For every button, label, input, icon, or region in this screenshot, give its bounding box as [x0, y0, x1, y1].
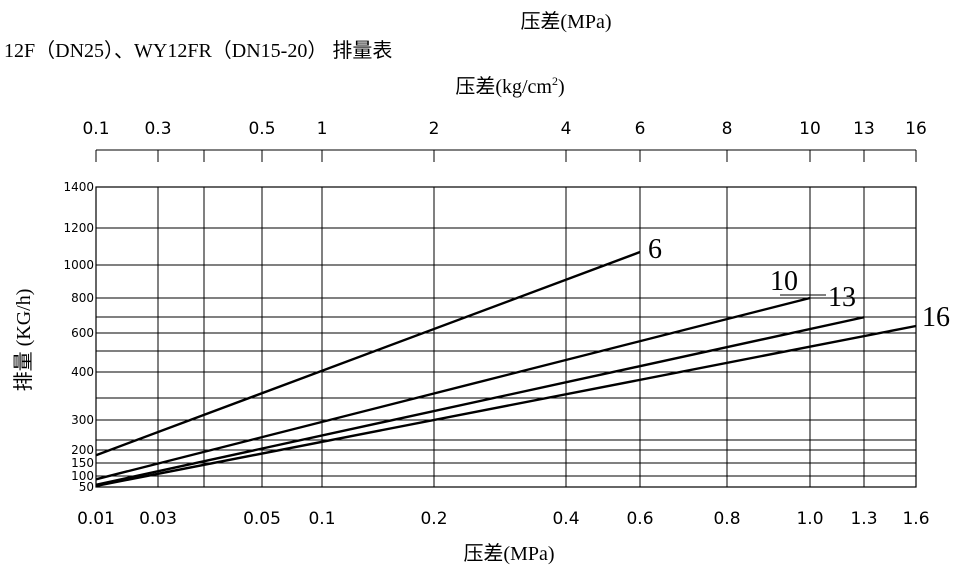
- series-label-6: 6: [648, 234, 662, 265]
- top-tick-label: 1: [317, 119, 328, 139]
- top-axis-label: 压差(kg/cm2): [455, 74, 564, 98]
- y-tick-label: 1400: [63, 180, 94, 194]
- x-tick-label: 0.4: [552, 509, 579, 529]
- x-tick-label: 0.1: [308, 509, 335, 529]
- top-tick-label: 8: [722, 119, 733, 139]
- x-axis-label: 压差(MPa): [463, 542, 554, 565]
- top-axis: [95, 149, 917, 162]
- x-tick-label: 0.2: [420, 509, 447, 529]
- x-tick-label: 1.0: [796, 509, 823, 529]
- x-tick-label: 1.6: [902, 509, 929, 529]
- y-axis-label: 排量 (KG/h): [12, 289, 35, 392]
- series-labels: 6 10 13 16: [648, 234, 950, 333]
- y-tick-label: 200: [71, 443, 94, 457]
- y-tick-label: 300: [71, 413, 94, 427]
- y-tick-label: 50: [79, 480, 94, 494]
- y-tick-label: 1000: [63, 258, 94, 272]
- chart-title: 12F（DN25）、WY12FR（DN15-20） 排量表: [4, 39, 392, 62]
- x-tick-labels: 0.01 0.03 0.05 0.1 0.2 0.4 0.6 0.8 1.0 1.3 1.6: [77, 509, 929, 529]
- top-tick-label: 4: [561, 119, 572, 139]
- series-label-13: 13: [828, 282, 856, 313]
- y-tick-label: 400: [71, 365, 94, 379]
- x-tick-label: 1.3: [850, 509, 877, 529]
- series-line-10: [95, 296, 811, 481]
- series-lines: [95, 250, 917, 488]
- series-label-16: 16: [922, 302, 950, 333]
- top-unit-label: 压差(MPa): [520, 10, 611, 33]
- top-tick-label: 0.5: [248, 119, 275, 139]
- top-tick-label: 2: [429, 119, 440, 139]
- x-tick-label: 0.05: [243, 509, 281, 529]
- y-tick-label: 100: [71, 469, 94, 483]
- x-tick-label: 0.01: [77, 509, 115, 529]
- y-tick-label: 600: [71, 326, 94, 340]
- y-tick-label: 1200: [63, 221, 94, 235]
- x-tick-label: 0.8: [713, 509, 740, 529]
- y-tick-label: 800: [71, 291, 94, 305]
- series-label-10: 10: [770, 266, 798, 297]
- series-line-16: [95, 324, 917, 488]
- grid: [95, 186, 917, 488]
- top-tick-labels: 0.1 0.3 0.5 1 2 4 6 8 10 13 16: [82, 119, 926, 139]
- top-tick-label: 10: [799, 119, 821, 139]
- top-tick-label: 16: [905, 119, 927, 139]
- series-line-13: [95, 316, 865, 486]
- x-tick-label: 0.6: [626, 509, 653, 529]
- top-tick-label: 0.1: [82, 119, 109, 139]
- top-tick-label: 6: [635, 119, 646, 139]
- x-tick-label: 0.03: [139, 509, 177, 529]
- series-line-6: [95, 250, 641, 457]
- top-tick-label: 0.3: [144, 119, 171, 139]
- top-tick-label: 13: [853, 119, 875, 139]
- plot-frame: [95, 186, 917, 488]
- y-tick-label: 150: [71, 456, 94, 470]
